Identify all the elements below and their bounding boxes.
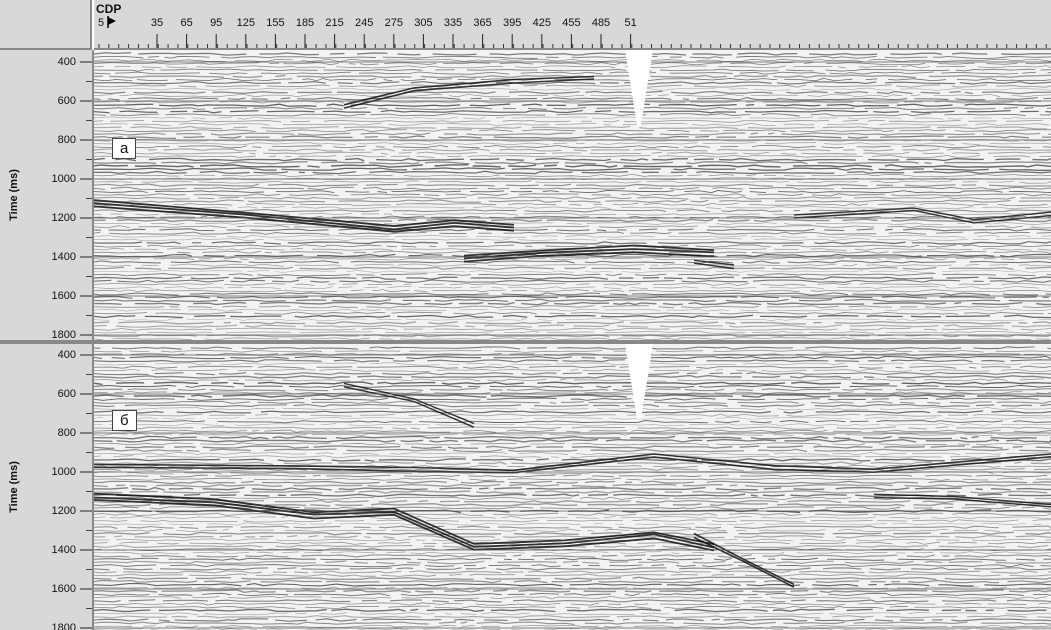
time-tick-label: 400 [57,349,76,361]
cdp-tick-label: 485 [591,17,611,29]
time-axis-title-a: Time (ms) [4,50,24,340]
cdp-tick-label: 455 [562,17,581,29]
time-tick-label: 1800 [51,622,76,630]
panel-separator [0,340,1051,344]
cdp-tick-label: 305 [414,17,433,29]
panel-label-b: б [112,410,137,431]
time-tick-label: 1800 [51,329,76,340]
seismic-traces-a [94,50,1051,340]
panel-label-a: а [112,138,137,159]
cdp-tick-label: 335 [443,17,463,29]
time-tick-label: 1400 [51,251,76,263]
cdp-tick-label: 215 [325,17,344,29]
header-corner [0,0,92,50]
cdp-tick-label: 65 [180,17,193,29]
time-axis-title-text-a: Time (ms) [8,169,21,221]
time-tick-label: 1200 [51,505,76,517]
cdp-tick-label: 125 [236,17,255,29]
time-tick-label: 1600 [51,290,76,302]
seismic-traces-b [94,344,1051,630]
cdp-tick-label: 365 [473,17,492,29]
time-tick-label: 1200 [51,212,76,224]
time-axis-ticks-a [80,61,92,336]
time-axis-ticks-b [80,354,92,629]
cdp-tick-label: 35 [150,17,164,29]
cdp-tick-label: 155 [266,17,285,29]
cdp-tick-label: 95 [210,17,223,29]
cdp-tick-label: 395 [503,17,522,29]
time-axis-title-b: Time (ms) [4,344,24,630]
time-axis-title-text-b: Time (ms) [8,461,21,513]
time-tick-label: 1600 [51,583,76,595]
time-tick-label: 1000 [51,466,76,478]
time-tick-label: 800 [57,134,76,146]
cdp-tick-label: 51 [624,17,637,29]
cdp-ruler[interactable]: CDP 5 35 65 95 125 155 185 215 245 275 305 335 365 3… [94,0,1051,50]
time-tick-label: 800 [57,427,76,439]
cdp-start-label: 5 [98,17,105,29]
cdp-tick-label: 245 [355,17,374,29]
time-tick-label: 1000 [51,173,76,185]
cdp-axis-title: CDP [96,2,122,16]
time-tick-label: 1400 [51,544,76,556]
time-axis-b: Time (ms) 400 600 800 1000 1200 1400 1600 1800 [0,344,94,630]
seismic-section-a[interactable]: а [94,50,1051,340]
time-tick-label: 600 [57,388,76,400]
time-tick-label: 600 [57,95,76,107]
cdp-tick-label: 425 [532,17,551,29]
seismic-section-b[interactable]: б [94,344,1051,630]
time-axis-a: Time (ms) 400 600 800 1000 1200 1400 1600 1800 [0,50,94,340]
cdp-tick-label: 275 [384,17,403,29]
time-tick-label: 400 [57,56,76,68]
cdp-ruler-ticks [98,34,1047,48]
cdp-tick-label: 185 [295,17,315,29]
